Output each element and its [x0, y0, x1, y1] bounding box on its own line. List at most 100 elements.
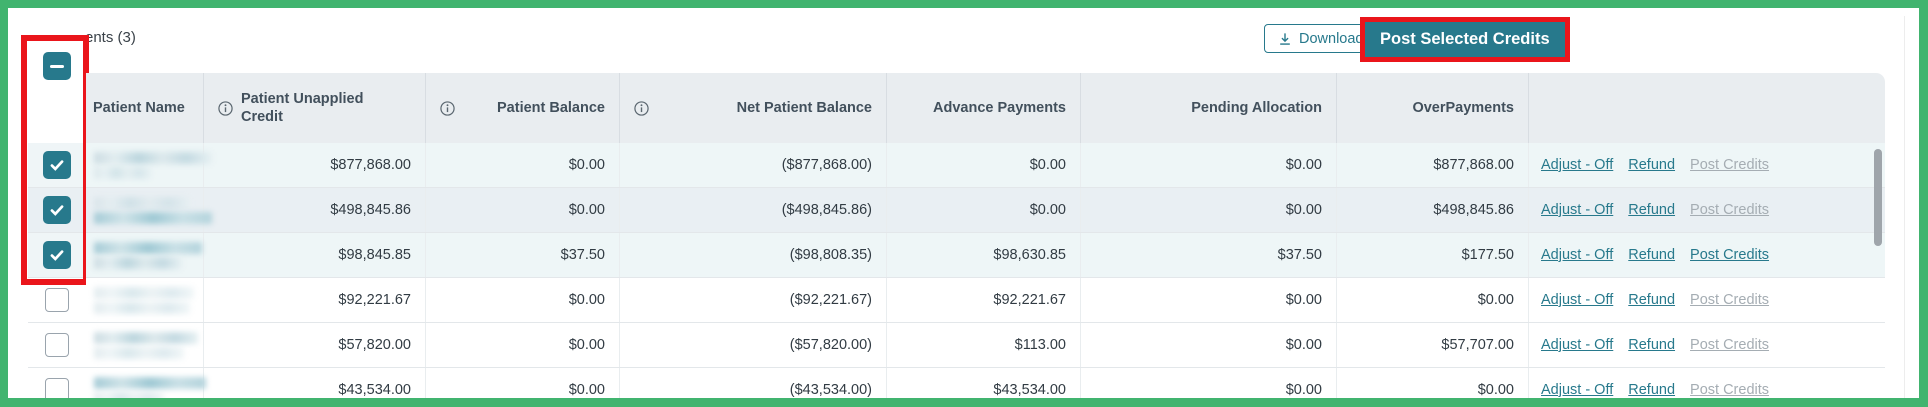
row-checkbox-cell	[28, 278, 86, 323]
patient-unapplied-credit-cell: $498,845.86	[203, 188, 425, 232]
download-button[interactable]: Download	[1264, 24, 1378, 53]
row-6-checkbox-unchecked[interactable]	[45, 378, 69, 398]
adjust-off-link[interactable]: Adjust - Off	[1541, 292, 1614, 308]
patient-name-cell	[86, 188, 212, 232]
patient-name-cell	[86, 233, 203, 277]
check-icon	[50, 250, 64, 261]
overpayments-cell: $57,707.00	[1336, 323, 1528, 367]
refund-link[interactable]: Refund	[1628, 382, 1676, 398]
row-5-checkbox-unchecked[interactable]	[45, 333, 69, 357]
column-header-overpayments: OverPayments	[1336, 73, 1528, 143]
row-3-checkbox-checked[interactable]	[43, 241, 71, 269]
container-divider	[1904, 16, 1905, 398]
overpayments-cell: $177.50	[1336, 233, 1528, 277]
refund-link[interactable]: Refund	[1628, 202, 1676, 218]
row-checkbox-cell	[28, 143, 86, 188]
adjust-off-link[interactable]: Adjust - Off	[1541, 247, 1614, 263]
redacted-patient-name	[94, 211, 212, 224]
refund-link[interactable]: Refund	[1628, 247, 1676, 263]
overpayments-cell: $877,868.00	[1336, 143, 1528, 187]
column-header-patient-balance: Patient Balance	[425, 73, 619, 143]
row-1-checkbox-checked[interactable]	[43, 151, 71, 179]
adjust-off-link[interactable]: Adjust - Off	[1541, 157, 1614, 173]
post-credits-link[interactable]: Post Credits	[1690, 292, 1770, 308]
post-credits-link[interactable]: Post Credits	[1690, 247, 1770, 263]
advance-payments-cell: $43,534.00	[886, 368, 1080, 398]
table-header-row: Patient Name Patient Unapplied Credit Pa…	[86, 73, 1885, 143]
vertical-scrollbar[interactable]	[1874, 149, 1882, 246]
patient-unapplied-credit-cell: $877,868.00	[203, 143, 425, 187]
net-patient-balance-cell: ($877,868.00)	[619, 143, 886, 187]
info-icon[interactable]	[218, 100, 233, 116]
net-patient-balance-cell: ($43,534.00)	[619, 368, 886, 398]
redacted-patient-name	[94, 391, 164, 398]
patient-balance-cell: $0.00	[425, 143, 619, 187]
post-credits-link[interactable]: Post Credits	[1690, 337, 1770, 353]
post-credits-link[interactable]: Post Credits	[1690, 202, 1770, 218]
adjust-off-link[interactable]: Adjust - Off	[1541, 382, 1614, 398]
column-header-actions	[1528, 73, 1885, 143]
row-4-checkbox-unchecked[interactable]	[45, 288, 69, 312]
column-header-advance-payments: Advance Payments	[886, 73, 1080, 143]
patient-unapplied-credit-cell: $98,845.85	[203, 233, 425, 277]
info-icon[interactable]	[634, 100, 649, 116]
check-icon	[50, 160, 64, 171]
overpayments-cell: $0.00	[1336, 278, 1528, 322]
advance-payments-cell: $0.00	[886, 188, 1080, 232]
post-credits-link[interactable]: Post Credits	[1690, 157, 1770, 173]
download-icon	[1278, 32, 1292, 46]
pending-allocation-cell: $0.00	[1080, 368, 1336, 398]
info-icon[interactable]	[440, 100, 455, 116]
row-actions-cell: Adjust - Off Refund Post Credits	[1528, 323, 1885, 367]
advance-payments-cell: $92,221.67	[886, 278, 1080, 322]
annotation-box-post-button: Post Selected Credits	[1360, 17, 1570, 62]
patient-balance-cell: $0.00	[425, 188, 619, 232]
select-all-checkbox-indeterminate[interactable]	[43, 52, 71, 80]
table-row: $57,820.00 $0.00 ($57,820.00) $113.00 $0…	[86, 323, 1885, 368]
patient-balance-cell: $0.00	[425, 323, 619, 367]
patient-name-cell	[86, 368, 206, 398]
pending-allocation-cell: $0.00	[1080, 188, 1336, 232]
redacted-patient-name	[94, 376, 206, 389]
row-actions-cell: Adjust - Off Refund Post Credits	[1528, 143, 1885, 187]
redacted-patient-name	[94, 241, 202, 254]
download-label: Download	[1299, 30, 1364, 47]
patient-name-cell	[86, 143, 212, 187]
refund-link[interactable]: Refund	[1628, 157, 1676, 173]
net-patient-balance-cell: ($98,808.35)	[619, 233, 886, 277]
advance-payments-cell: $113.00	[886, 323, 1080, 367]
refund-link[interactable]: Refund	[1628, 337, 1676, 353]
post-credits-link[interactable]: Post Credits	[1690, 382, 1770, 398]
pending-allocation-cell: $0.00	[1080, 323, 1336, 367]
table-row: $43,534.00 $0.00 ($43,534.00) $43,534.00…	[86, 368, 1885, 398]
adjust-off-link[interactable]: Adjust - Off	[1541, 202, 1614, 218]
row-2-checkbox-checked[interactable]	[43, 196, 71, 224]
patient-unapplied-credit-cell: $57,820.00	[203, 323, 425, 367]
column-label: Patient Unapplied Credit	[241, 90, 364, 125]
row-actions-cell: Adjust - Off Refund Post Credits	[1528, 368, 1885, 398]
refund-link[interactable]: Refund	[1628, 292, 1676, 308]
patient-name-cell	[86, 323, 203, 367]
pending-allocation-cell: $0.00	[1080, 143, 1336, 187]
patient-balance-cell: $0.00	[425, 368, 619, 398]
overpayments-cell: $0.00	[1336, 368, 1528, 398]
row-checkbox-cell	[28, 233, 86, 278]
adjust-off-link[interactable]: Adjust - Off	[1541, 337, 1614, 353]
row-checkbox-cell	[28, 323, 86, 368]
redacted-patient-name	[94, 331, 198, 344]
column-header-pending-allocation: Pending Allocation	[1080, 73, 1336, 143]
row-actions-cell: Adjust - Off Refund Post Credits	[1528, 233, 1885, 277]
checkbox-column	[28, 46, 86, 398]
select-all-area	[28, 46, 86, 143]
redacted-patient-name	[94, 301, 190, 314]
redacted-patient-name	[94, 166, 152, 179]
redacted-patient-name	[94, 196, 190, 209]
post-selected-credits-button[interactable]: Post Selected Credits	[1365, 22, 1565, 57]
row-actions-cell: Adjust - Off Refund Post Credits	[1528, 188, 1885, 232]
column-label: Patient Balance	[497, 99, 605, 116]
patient-balance-cell: $37.50	[425, 233, 619, 277]
net-patient-balance-cell: ($498,845.86)	[619, 188, 886, 232]
patient-name-cell	[86, 278, 203, 322]
page-title: ents (3)	[85, 29, 136, 46]
